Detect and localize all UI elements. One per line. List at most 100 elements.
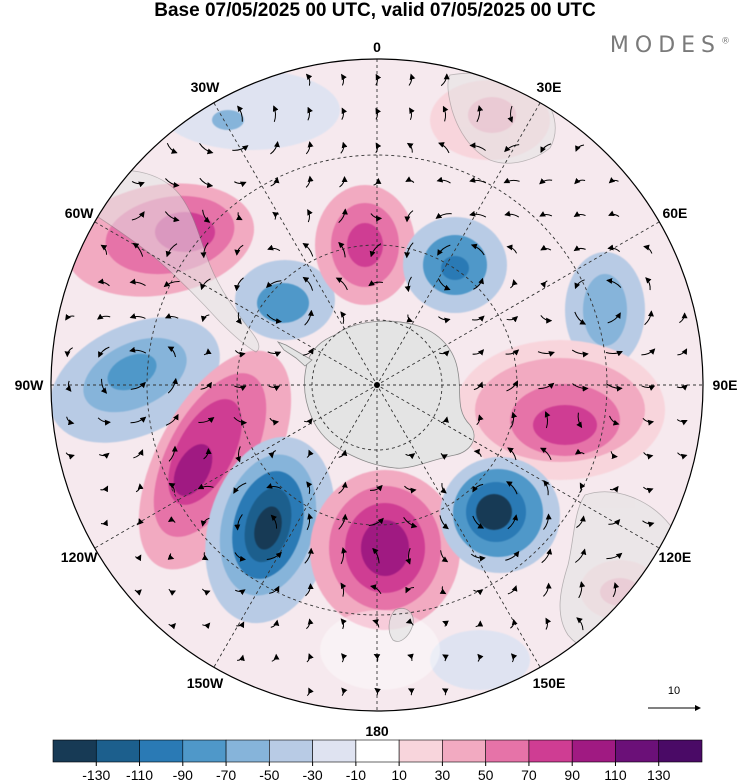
wind-vector	[203, 448, 212, 460]
wind-vector	[543, 513, 552, 530]
wind-vector	[338, 513, 348, 530]
wind-vector	[338, 449, 348, 458]
wind-vector	[643, 244, 653, 254]
wind-vector	[234, 514, 243, 531]
wind-vector	[234, 350, 246, 358]
wind-vector	[543, 480, 550, 496]
wind-vector	[65, 313, 75, 321]
wind-vector	[236, 621, 245, 629]
wind-vector	[612, 582, 620, 598]
wind-vector	[266, 551, 282, 560]
wind-vector	[473, 277, 484, 290]
wind-vector	[375, 142, 382, 154]
wind-vector	[438, 142, 450, 154]
wind-vector	[370, 584, 382, 595]
colorbar-tick-label: -110	[126, 767, 153, 783]
negative-anomaly-30e	[403, 217, 507, 313]
wind-vector	[133, 449, 144, 459]
wind-vector	[477, 653, 484, 662]
negative-anomaly-30w	[160, 70, 340, 150]
wind-vector	[341, 653, 348, 663]
wind-vector	[132, 242, 144, 257]
wind-vector	[575, 144, 585, 152]
wind-vector	[440, 550, 449, 563]
longitude-label-lon-30e: 30E	[537, 79, 562, 95]
wind-vector	[201, 552, 209, 561]
wind-vector	[406, 142, 414, 153]
new-zealand-landmass	[388, 607, 414, 642]
wind-vector	[100, 485, 109, 493]
positive-anomaly-0	[315, 185, 415, 305]
wind-vector	[370, 213, 383, 222]
wind-vector	[203, 348, 212, 356]
colorbar-swatch	[182, 739, 227, 763]
wind-vector	[403, 517, 418, 529]
wind-vector	[268, 385, 281, 392]
wind-vector	[234, 244, 244, 256]
wind-vector	[676, 419, 688, 426]
wind-vector	[642, 520, 655, 528]
wind-vector	[440, 483, 447, 494]
wind-vector	[168, 622, 176, 630]
wind-vector	[537, 351, 555, 357]
longitude-labels: 0 30E 60E 90E 120E 150E 180 150W 120W 90W 60W 30W	[15, 39, 738, 739]
south-pole-marker	[374, 382, 380, 388]
wind-vector	[676, 384, 688, 391]
wind-vector	[439, 350, 450, 357]
wind-vector	[167, 346, 176, 358]
longitude-label-lon-120e: 120E	[659, 549, 692, 565]
wind-vector	[341, 107, 348, 120]
wind-vector	[202, 209, 211, 223]
wind-vector	[232, 145, 249, 152]
wind-vector	[545, 617, 552, 630]
wind-vector	[270, 619, 280, 628]
wind-vector	[375, 73, 382, 86]
wind-vector	[338, 481, 348, 494]
wind-vector	[571, 349, 589, 358]
longitude-label-lon-180: 180	[365, 723, 389, 739]
wind-vector	[200, 278, 211, 291]
colorbar-tick-label: 110	[604, 767, 627, 783]
wind-vector	[96, 313, 111, 320]
wind-vector	[267, 244, 281, 252]
positive-anomaly-110w	[138, 350, 292, 570]
wind-vector	[374, 687, 381, 696]
wind-vector	[504, 144, 520, 153]
wind-vector	[540, 143, 552, 153]
wind-vector	[605, 383, 623, 392]
wind-vector	[440, 453, 448, 460]
wind-vector	[510, 411, 518, 428]
wind-vector	[573, 211, 586, 217]
wind-vector	[405, 453, 416, 460]
longitude-label-lon-30w: 30W	[191, 79, 221, 95]
colorbar-tick-label: 90	[564, 767, 580, 783]
wind-vector	[305, 141, 314, 155]
wind-vector	[134, 554, 142, 562]
wind-vector	[270, 141, 280, 155]
colorbar-tick-label: 10	[391, 767, 407, 783]
wind-vector	[506, 481, 518, 495]
wind-vector	[167, 516, 176, 523]
wind-vector	[304, 309, 314, 326]
longitude-label-lon-60e: 60E	[662, 205, 687, 221]
wind-vector	[507, 447, 517, 461]
wind-vector	[198, 416, 215, 424]
wind-vector	[64, 347, 73, 358]
wind-vector	[135, 483, 144, 493]
wind-vector	[503, 177, 520, 184]
colorbar-swatch	[269, 739, 313, 763]
wind-vector	[505, 550, 520, 561]
wind-vector	[335, 277, 348, 291]
wind-vector	[469, 176, 487, 184]
wind-vector	[610, 451, 618, 460]
wind-vector	[437, 244, 451, 256]
wind-vector	[642, 417, 655, 426]
wind-vector	[607, 244, 621, 252]
reference-vector: 10	[648, 685, 701, 711]
wind-vector	[469, 210, 487, 218]
negative-anomaly-135e	[440, 457, 560, 573]
wind-vector	[164, 313, 179, 319]
wind-vector	[435, 212, 452, 219]
wind-vector	[408, 73, 416, 86]
